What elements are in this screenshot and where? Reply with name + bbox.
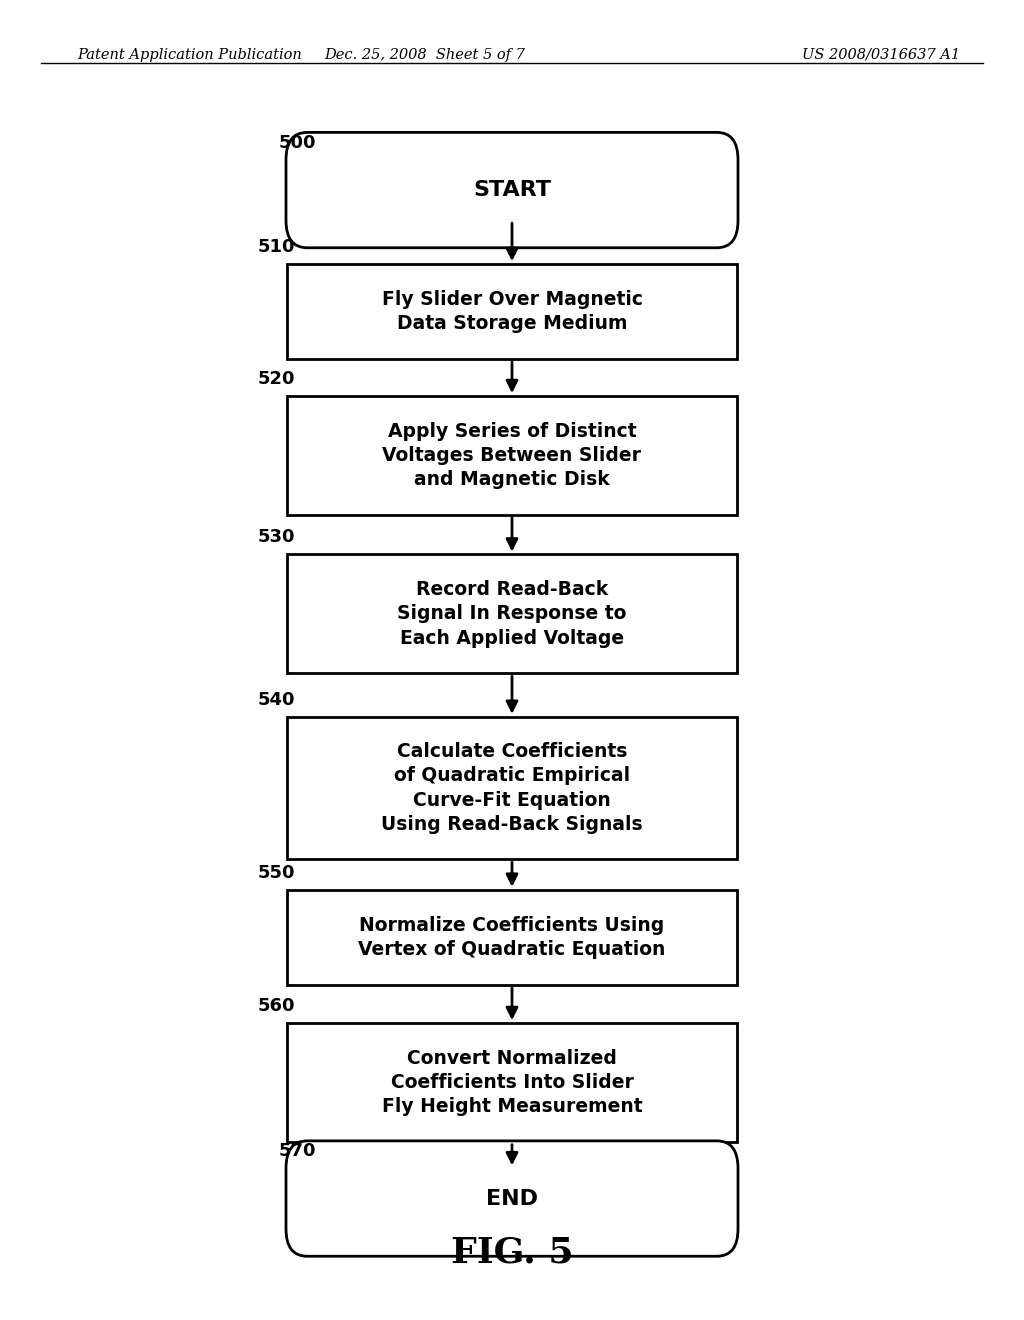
Text: Normalize Coefficients Using
Vertex of Quadratic Equation: Normalize Coefficients Using Vertex of Q… bbox=[358, 916, 666, 958]
Text: Apply Series of Distinct
Voltages Between Slider
and Magnetic Disk: Apply Series of Distinct Voltages Betwee… bbox=[383, 421, 641, 490]
Text: 560: 560 bbox=[258, 997, 296, 1015]
FancyBboxPatch shape bbox=[286, 1140, 738, 1257]
Bar bbox=[287, 890, 737, 985]
Text: Fly Slider Over Magnetic
Data Storage Medium: Fly Slider Over Magnetic Data Storage Me… bbox=[382, 290, 642, 333]
Text: 540: 540 bbox=[258, 690, 296, 709]
Bar bbox=[287, 554, 737, 673]
Text: Dec. 25, 2008  Sheet 5 of 7: Dec. 25, 2008 Sheet 5 of 7 bbox=[325, 48, 525, 62]
Text: Calculate Coefficients
of Quadratic Empirical
Curve-Fit Equation
Using Read-Back: Calculate Coefficients of Quadratic Empi… bbox=[381, 742, 643, 834]
Text: Convert Normalized
Coefficients Into Slider
Fly Height Measurement: Convert Normalized Coefficients Into Sli… bbox=[382, 1048, 642, 1117]
Bar bbox=[287, 1023, 737, 1142]
Bar bbox=[287, 396, 737, 515]
Bar bbox=[287, 264, 737, 359]
Text: US 2008/0316637 A1: US 2008/0316637 A1 bbox=[802, 48, 959, 62]
Text: 510: 510 bbox=[258, 238, 296, 256]
Text: 570: 570 bbox=[279, 1142, 316, 1160]
Text: END: END bbox=[486, 1188, 538, 1209]
Text: 520: 520 bbox=[258, 370, 296, 388]
Text: 500: 500 bbox=[279, 133, 316, 152]
Text: START: START bbox=[473, 180, 551, 201]
Text: FIG. 5: FIG. 5 bbox=[451, 1236, 573, 1270]
Text: Patent Application Publication: Patent Application Publication bbox=[77, 48, 301, 62]
Text: 550: 550 bbox=[258, 863, 296, 882]
Text: Record Read-Back
Signal In Response to
Each Applied Voltage: Record Read-Back Signal In Response to E… bbox=[397, 579, 627, 648]
FancyBboxPatch shape bbox=[286, 132, 738, 248]
Text: 530: 530 bbox=[258, 528, 296, 546]
Bar bbox=[287, 717, 737, 859]
